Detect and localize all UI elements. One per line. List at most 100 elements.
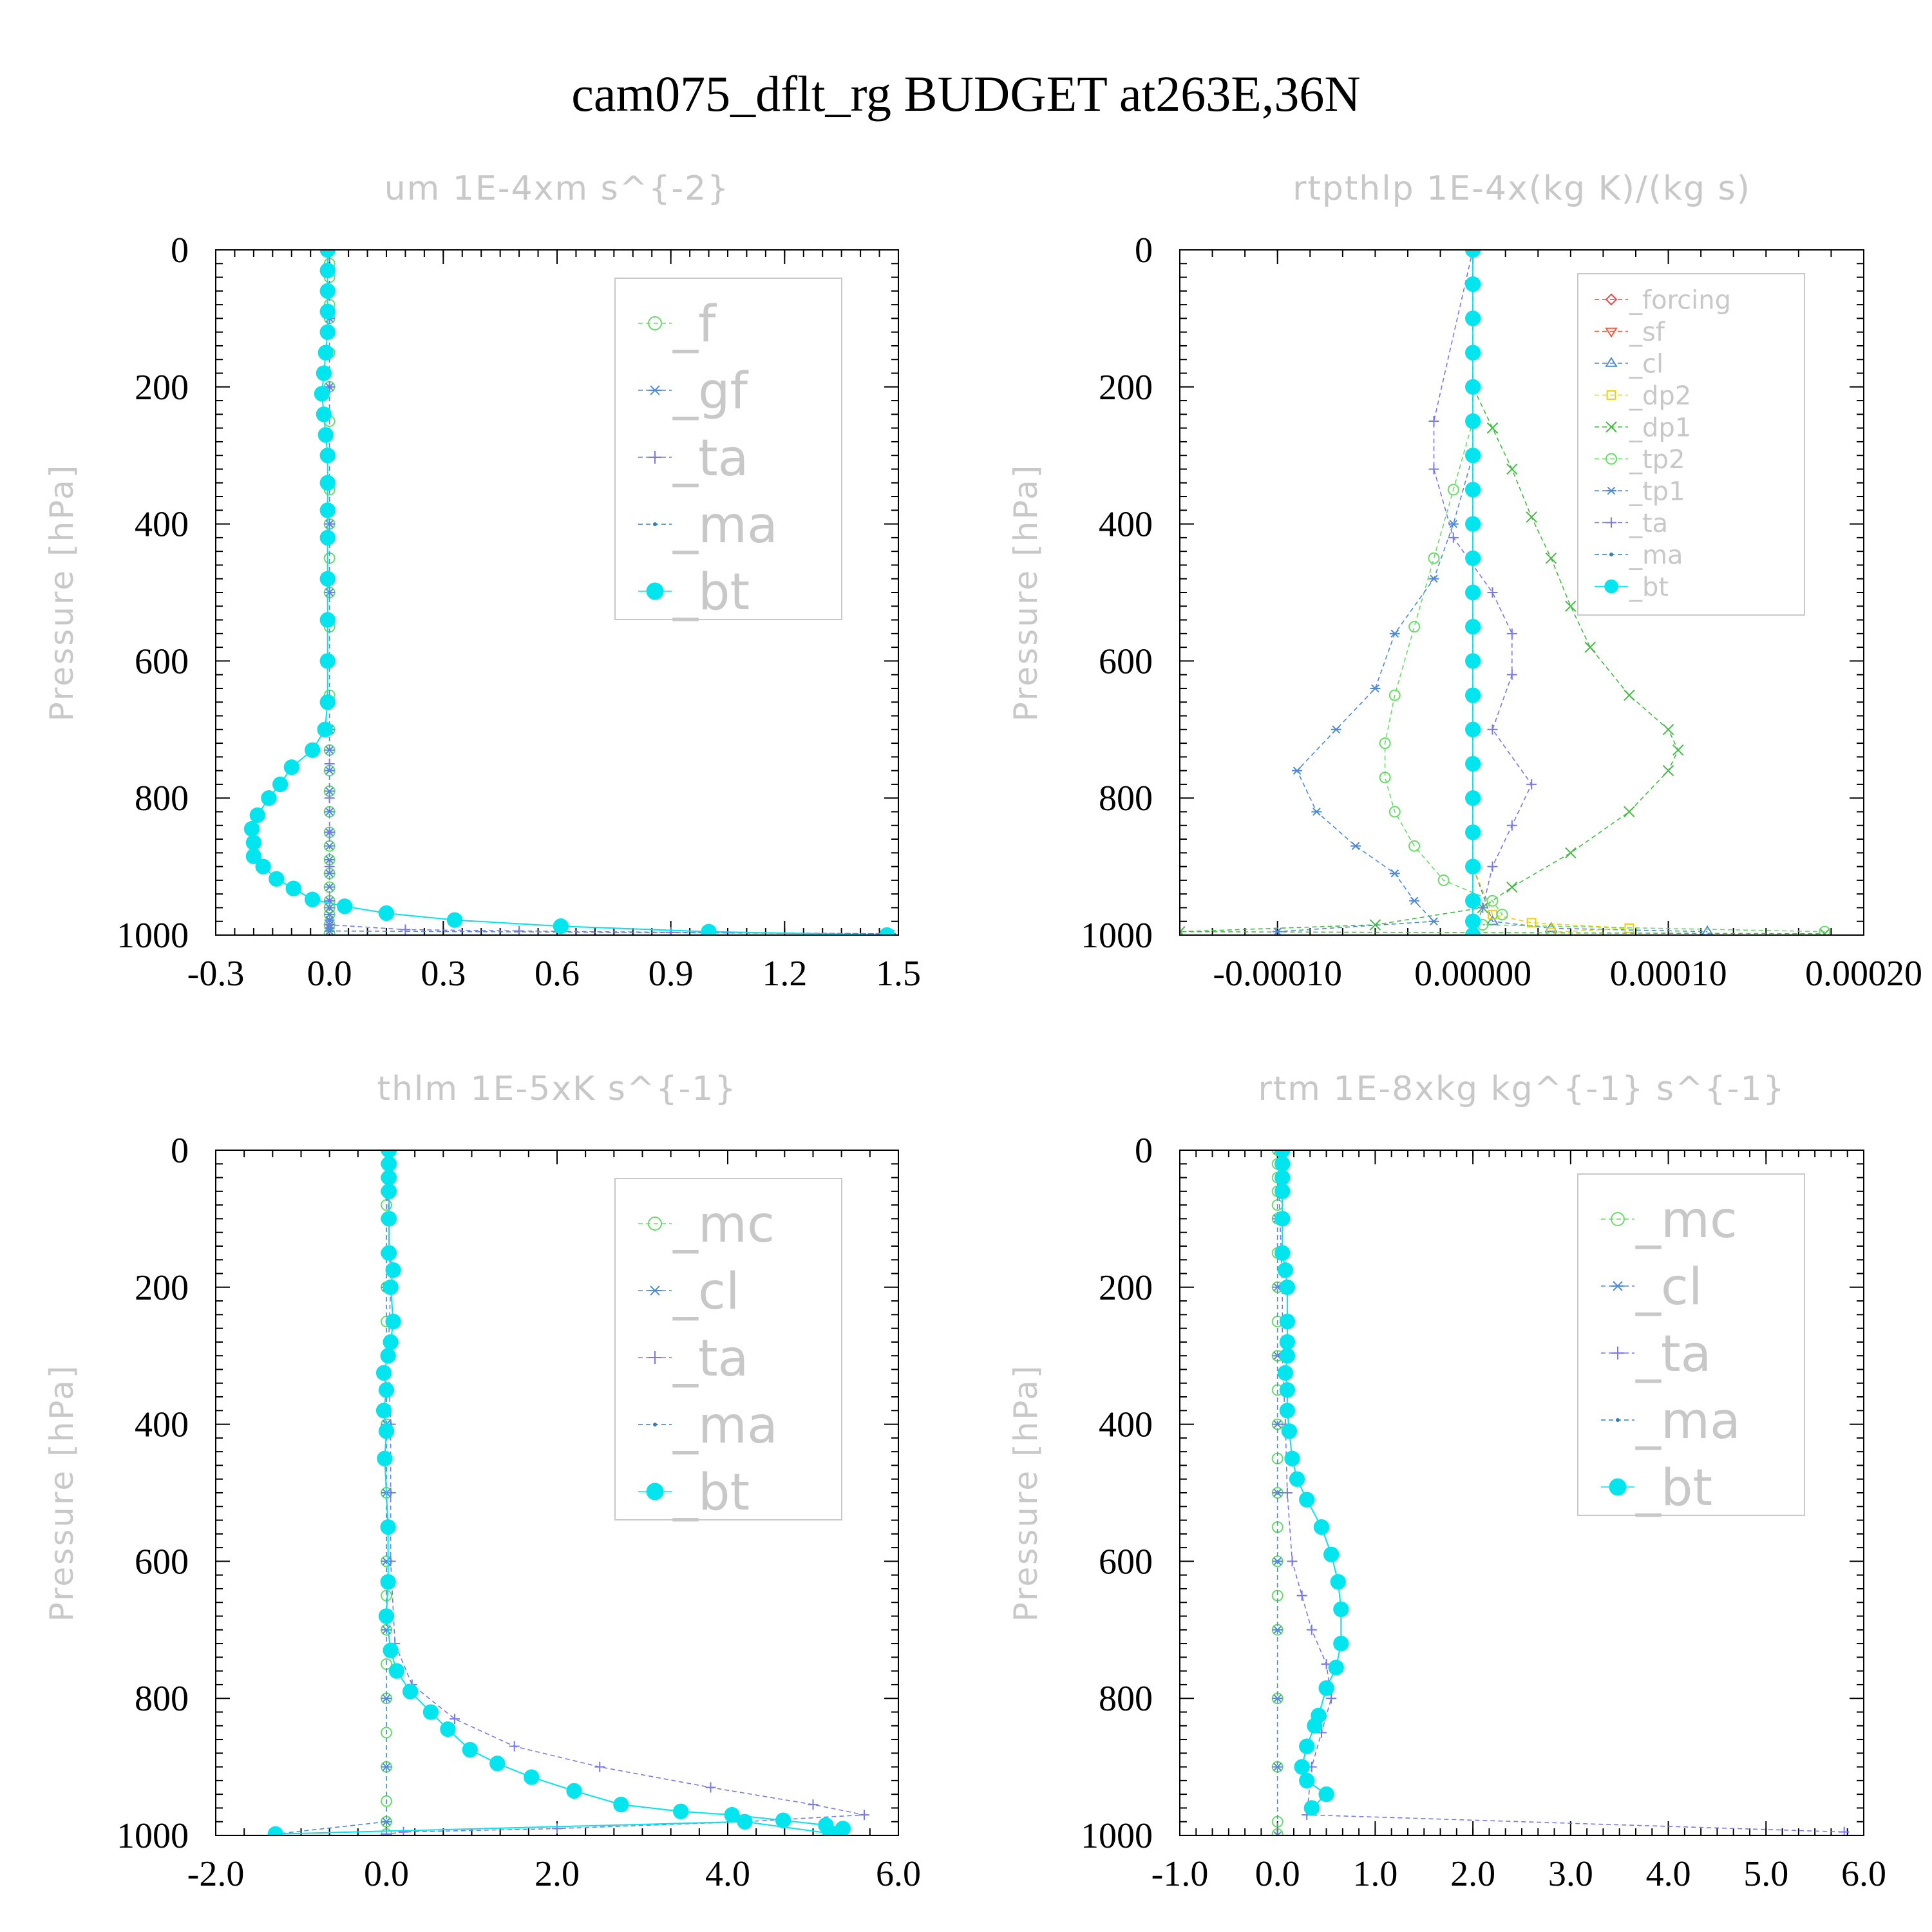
legend-label: _ma <box>1635 1392 1741 1450</box>
panel-title: rtpthlp 1E-4x(kg K)/(kg s) <box>1293 169 1751 208</box>
bt-point <box>317 427 334 443</box>
y-tick-label: 800 <box>135 779 189 819</box>
bt-point <box>378 905 395 922</box>
asterisk-point <box>381 1817 392 1826</box>
bt-point <box>835 1821 851 1835</box>
bt-point <box>317 721 333 737</box>
plus-point <box>1611 1347 1624 1359</box>
y-tick-label: 200 <box>135 368 189 408</box>
bt-point <box>267 1826 283 1835</box>
bt-point <box>1279 1403 1296 1419</box>
asterisk-point <box>1389 869 1400 878</box>
open-circle-point <box>648 316 662 330</box>
bt-point <box>1277 1365 1294 1381</box>
y-tick-label: 400 <box>1099 505 1153 545</box>
asterisk-point <box>649 385 661 395</box>
panel-4: rtm 1E-8xkg kg^{-1} s^{-1} Pressure [hPa]… <box>1007 1070 1886 1894</box>
bt-point <box>1464 893 1481 909</box>
bt-point <box>319 324 336 340</box>
open-circle-point <box>1408 840 1421 852</box>
series-line-dp2 <box>1472 250 1629 933</box>
legend-label: _sf <box>1629 317 1665 347</box>
square-point <box>1624 923 1634 933</box>
legend-label: _tp1 <box>1629 477 1685 506</box>
x-tick-label: 0.0 <box>307 954 352 994</box>
y-tick-label: 1000 <box>1081 1816 1153 1856</box>
bt-point <box>383 1642 399 1658</box>
asterisk-point <box>1370 684 1381 693</box>
legend-label: _ta <box>1629 509 1668 538</box>
plus-point <box>1606 517 1616 528</box>
x-tick-label: 3.0 <box>1548 1854 1593 1894</box>
bt-point <box>305 891 321 907</box>
plus-point <box>1506 628 1517 639</box>
asterisk-point <box>1331 725 1341 734</box>
series-line-ta <box>1276 1150 1844 1833</box>
x-point <box>1662 764 1674 777</box>
series-line-bt <box>251 250 887 935</box>
bt-point <box>381 1211 397 1227</box>
series-group <box>1180 250 1831 935</box>
bt-point <box>381 1183 397 1199</box>
series-group <box>267 1150 869 1835</box>
legend-label: _ma <box>672 497 778 554</box>
series-group <box>1271 1150 1850 1835</box>
x-tick-label: 0.6 <box>535 954 580 994</box>
asterisk-point <box>1611 1281 1624 1291</box>
bt-point <box>1279 1348 1296 1364</box>
y-tick-label: 0 <box>171 231 189 270</box>
bt-point <box>1274 1211 1291 1227</box>
asterisk-point <box>1409 896 1420 905</box>
plus-point <box>594 1761 605 1772</box>
series-group <box>243 250 896 935</box>
bt-point <box>701 923 717 935</box>
bt-point <box>283 759 299 775</box>
legend-label: _forcing <box>1629 285 1731 315</box>
plot-frame <box>215 1150 899 1836</box>
bt-point <box>319 571 336 587</box>
open-circle-point <box>1437 874 1450 886</box>
bt-point <box>1464 913 1481 929</box>
y-axis-label: Pressure [hPa] <box>1007 464 1045 722</box>
legend-box <box>1577 1173 1805 1516</box>
y-tick-label: 1000 <box>1081 916 1153 956</box>
open-circle-point <box>1486 895 1499 907</box>
bt-point <box>1464 619 1481 635</box>
legend-label: _dp2 <box>1629 381 1691 411</box>
x-tick-label: 0.00000 <box>1414 954 1531 994</box>
bt-point <box>1279 1334 1296 1350</box>
series-line-ta <box>386 1150 865 1835</box>
legend-label: _tp2 <box>1629 445 1685 475</box>
plus-point <box>1487 724 1498 735</box>
bt-point <box>724 1806 740 1823</box>
panel-title: um 1E-4xm s^{-2} <box>384 169 730 208</box>
y-tick-label: 0 <box>171 1131 189 1171</box>
legend-label: _mc <box>1635 1191 1738 1249</box>
bt-point <box>1299 1738 1315 1754</box>
x-tick-label: 4.0 <box>705 1854 750 1894</box>
bt-point <box>1464 858 1481 875</box>
plus-point <box>1282 1488 1293 1498</box>
bt-point <box>1464 276 1481 292</box>
bt-point <box>1464 516 1481 532</box>
plus-point <box>324 895 335 906</box>
bt-point <box>383 1279 399 1295</box>
x-tick-label: 5.0 <box>1743 1854 1788 1894</box>
open-circle-point <box>1388 689 1401 701</box>
asterisk-point <box>1428 574 1439 583</box>
asterisk-point <box>324 869 335 878</box>
bt-point <box>1609 1478 1627 1496</box>
legend-label: _bt <box>1635 1459 1712 1517</box>
legend: _mc _cl _ta _ma _bt <box>1577 1173 1805 1517</box>
bt-point <box>1323 1546 1340 1562</box>
bt-point <box>1464 448 1481 464</box>
plus-point <box>324 793 335 804</box>
asterisk-point <box>1428 917 1439 926</box>
plus-point <box>509 1741 520 1752</box>
asterisk-point <box>324 927 335 935</box>
bt-point <box>524 1769 540 1785</box>
y-tick-label: 0 <box>1135 231 1153 270</box>
bt-point <box>1279 1279 1296 1295</box>
triangle-down-point <box>1605 327 1618 338</box>
x-point <box>1819 928 1831 935</box>
